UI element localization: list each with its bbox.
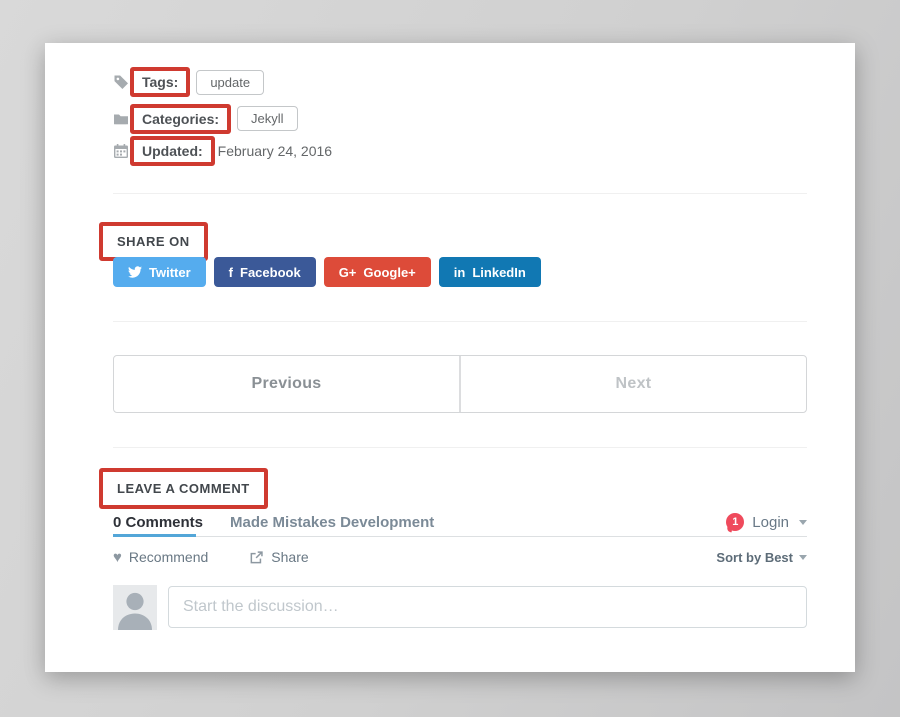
disqus-share-button[interactable]: Share bbox=[249, 549, 309, 565]
divider bbox=[113, 447, 807, 448]
comments-header: 0 Comments Made Mistakes Development 1 L… bbox=[113, 511, 807, 533]
facebook-icon: f bbox=[228, 264, 233, 280]
share-googleplus-button[interactable]: G+ Google+ bbox=[323, 257, 431, 287]
linkedin-icon: in bbox=[453, 264, 466, 280]
tab-community-name[interactable]: Made Mistakes Development bbox=[230, 513, 435, 531]
share-button-label: Facebook bbox=[240, 264, 301, 280]
sort-caret-icon bbox=[799, 554, 807, 560]
twitter-icon bbox=[128, 265, 142, 279]
share-button-label: LinkedIn bbox=[472, 264, 526, 280]
category-chip-jekyll[interactable]: Jekyll bbox=[237, 106, 298, 131]
divider bbox=[113, 321, 807, 322]
login-caret-icon[interactable] bbox=[799, 519, 807, 525]
googleplus-icon: G+ bbox=[338, 264, 357, 280]
share-button-label: Twitter bbox=[149, 264, 191, 280]
avatar bbox=[113, 585, 157, 630]
tag-chip-update[interactable]: update bbox=[196, 69, 265, 95]
recommend-button[interactable]: ♥ Recommend bbox=[113, 549, 208, 565]
sort-label: Sort by Best bbox=[716, 549, 793, 565]
sort-dropdown[interactable]: Sort by Best bbox=[716, 550, 807, 565]
tags-label: Tags: bbox=[142, 74, 179, 90]
next-post-button[interactable]: Next bbox=[461, 356, 806, 412]
post-footer-card: Tags: update Categories: Jekyll Updated:… bbox=[45, 43, 855, 672]
share-twitter-button[interactable]: Twitter bbox=[113, 257, 206, 287]
previous-post-button[interactable]: Previous bbox=[114, 356, 461, 412]
calendar-icon bbox=[113, 143, 129, 159]
annotation-box-updated: Updated: bbox=[130, 136, 215, 166]
updated-label: Updated: bbox=[142, 143, 203, 159]
share-button-label: Google+ bbox=[363, 264, 416, 280]
folder-icon bbox=[113, 111, 129, 127]
annotation-box-leave-comment: LEAVE A COMMENT bbox=[99, 468, 268, 509]
recommend-label: Recommend bbox=[128, 549, 209, 565]
updated-date: February 24, 2016 bbox=[217, 143, 333, 159]
categories-row: Categories: Jekyll bbox=[113, 103, 298, 134]
share-buttons-row: Twitter f Facebook G+ Google+ in LinkedI… bbox=[113, 257, 541, 287]
active-tab-indicator bbox=[113, 534, 196, 537]
comments-tabs: 0 Comments Made Mistakes Development bbox=[113, 514, 434, 531]
updated-row: Updated: February 24, 2016 bbox=[113, 136, 332, 166]
comment-input[interactable] bbox=[168, 586, 807, 628]
comments-actions-row: ♥ Recommend Share Sort by Best bbox=[113, 548, 807, 566]
login-controls: 1 Login bbox=[726, 513, 807, 531]
leave-comment-heading: LEAVE A COMMENT bbox=[117, 481, 250, 496]
share-label: Share bbox=[271, 549, 309, 565]
share-facebook-button[interactable]: f Facebook bbox=[213, 257, 316, 287]
login-button[interactable]: Login bbox=[752, 513, 789, 531]
comment-compose-row bbox=[113, 585, 807, 630]
share-on-heading: SHARE ON bbox=[117, 234, 190, 249]
notification-badge[interactable]: 1 bbox=[726, 513, 745, 531]
divider bbox=[113, 193, 807, 194]
categories-label: Categories: bbox=[142, 110, 220, 127]
share-linkedin-button[interactable]: in LinkedIn bbox=[438, 257, 541, 287]
tab-comment-count[interactable]: 0 Comments bbox=[113, 513, 204, 531]
comments-tab-underline bbox=[113, 534, 807, 538]
share-arrow-icon bbox=[249, 550, 264, 565]
heart-icon: ♥ bbox=[113, 548, 122, 566]
tags-row: Tags: update bbox=[113, 67, 265, 97]
annotation-box-share-on: SHARE ON bbox=[99, 222, 208, 261]
post-pagination: Previous Next bbox=[113, 355, 807, 413]
underline-track bbox=[113, 536, 807, 537]
tag-icon bbox=[113, 74, 129, 90]
annotation-box-tags: Tags: bbox=[130, 67, 191, 97]
annotation-box-categories: Categories: bbox=[130, 103, 232, 134]
